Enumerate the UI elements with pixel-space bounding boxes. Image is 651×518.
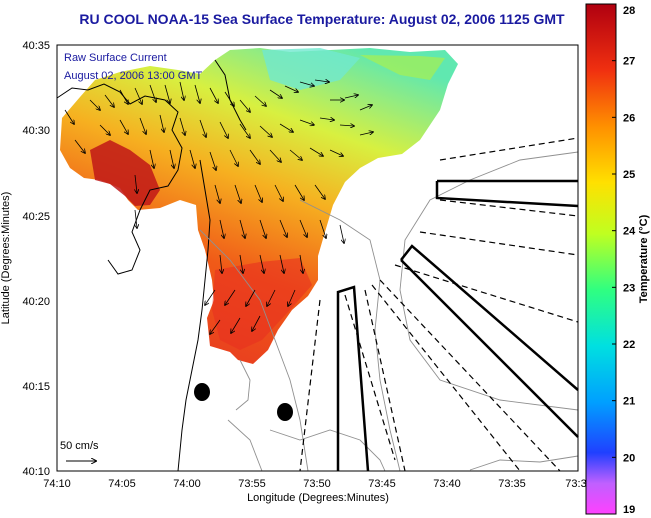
x-tick-label: 73:40	[433, 478, 461, 490]
map-title: RU COOL NOAA-15 Sea Surface Temperature:…	[79, 11, 565, 27]
colorbar-tick-label: 27	[623, 56, 635, 68]
map-plot-area: Raw Surface Current August 02, 2006 13:0…	[56, 44, 579, 472]
x-tick-label: 73:50	[303, 478, 331, 490]
current-vectors	[64, 80, 373, 334]
y-axis: 40:10 40:15 40:20 40:25 40:30 40:35 Lati…	[0, 40, 50, 478]
y-tick-label: 40:25	[22, 211, 50, 223]
colorbar-tick-label: 23	[623, 282, 635, 294]
colorbar-tick-label: 25	[623, 169, 635, 181]
x-tick-label: 73:35	[498, 478, 526, 490]
colorbar: Temperature (°C) 19 20 21 22 23 24 25 26 27 28	[585, 3, 650, 516]
current-scale-label: 50 cm/s	[60, 440, 99, 452]
x-tick-label: 73:45	[368, 478, 396, 490]
y-axis-label: Latitude (Degrees:Minutes)	[0, 192, 12, 325]
current-legend-time: August 02, 2006 13:00 GMT	[64, 70, 202, 82]
colorbar-tick-label: 20	[623, 452, 635, 464]
closure-zones	[336, 179, 579, 472]
colorbar-tick-label: 26	[623, 112, 635, 124]
y-tick-label: 40:15	[22, 381, 50, 393]
marker-dot	[277, 403, 293, 421]
bathymetry-contours	[199, 151, 579, 472]
colorbar-tick-label: 28	[623, 5, 635, 17]
y-tick-label: 40:35	[22, 40, 50, 52]
x-tick-label: 74:00	[173, 478, 201, 490]
x-tick-label: 73:55	[238, 478, 266, 490]
colorbar-tick-label: 21	[623, 396, 635, 408]
x-axis-label: Longitude (Degrees:Minutes)	[247, 492, 389, 504]
colorbar-label: Temperature (°C)	[638, 214, 650, 303]
colorbar-tick-label: 22	[623, 339, 635, 351]
x-tick-label: 74:10	[43, 478, 71, 490]
current-legend-label: Raw Surface Current	[64, 52, 167, 64]
x-tick-label: 73:3	[565, 478, 586, 490]
colorbar-tick-label: 19	[623, 504, 635, 516]
y-tick-label: 40:20	[22, 296, 50, 308]
colorbar-tick-label: 24	[623, 226, 636, 238]
sst-field	[60, 48, 458, 364]
x-tick-label: 74:05	[108, 478, 136, 490]
x-axis: 74:10 74:05 74:00 73:55 73:50 73:45 73:4…	[43, 478, 586, 504]
y-tick-label: 40:10	[22, 466, 50, 478]
y-tick-label: 40:30	[22, 125, 50, 137]
dashed-radial-lines	[299, 137, 579, 472]
marker-dot	[194, 383, 210, 401]
